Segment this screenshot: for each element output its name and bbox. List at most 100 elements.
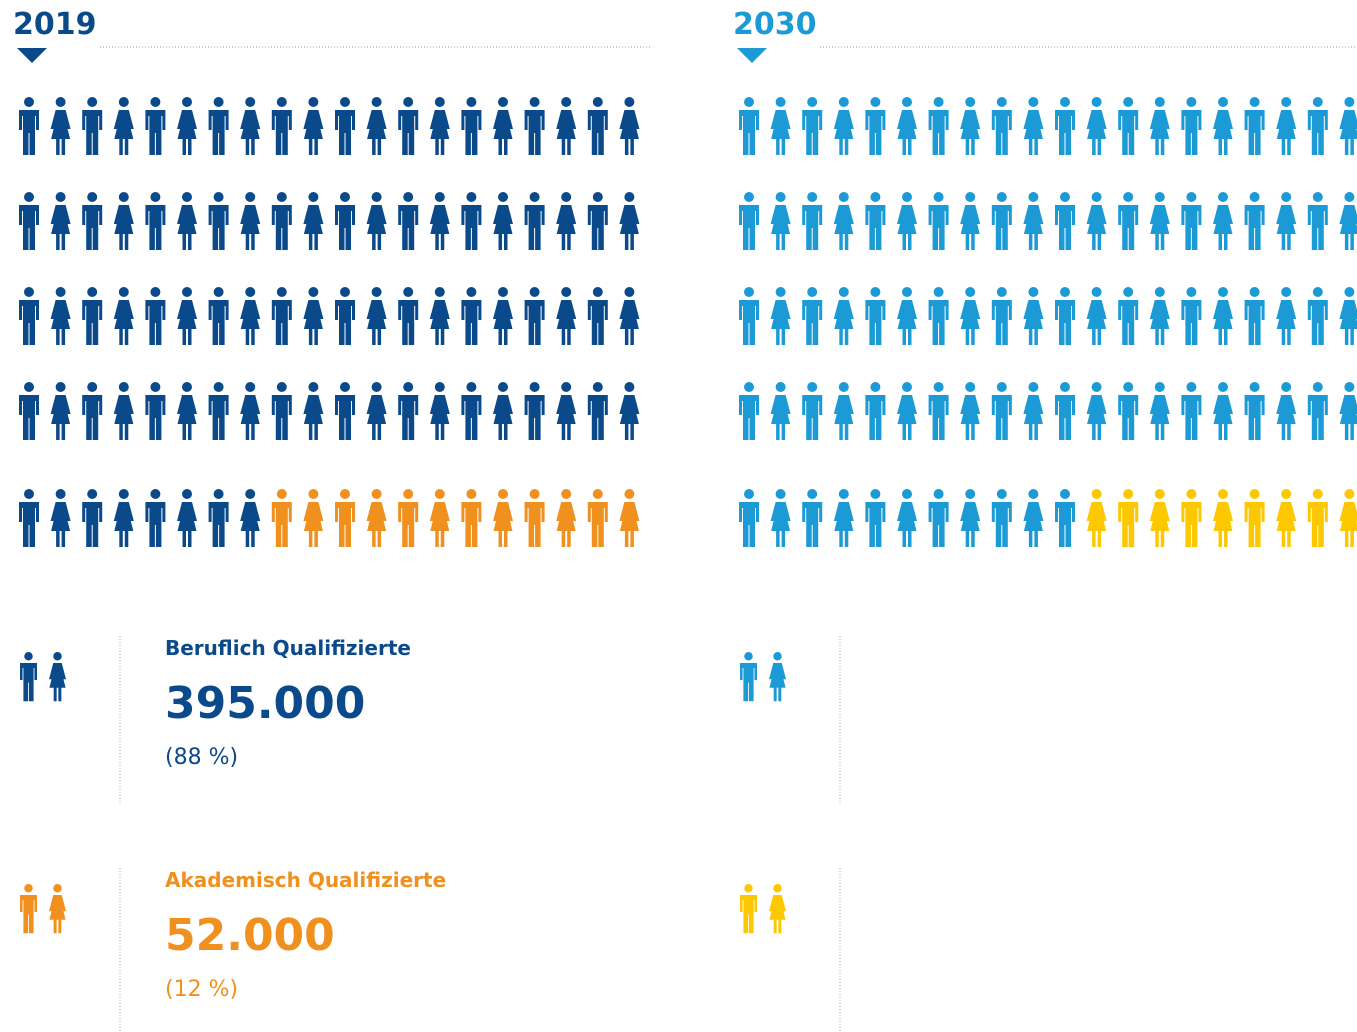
legend-value: 395.000 (165, 678, 365, 729)
person-icon (208, 192, 229, 250)
legend-icon (740, 652, 757, 702)
person-icon (1339, 382, 1357, 440)
person-icon (619, 192, 640, 250)
person-icon (833, 382, 854, 440)
person-icon (1213, 97, 1233, 155)
person-icon (271, 192, 292, 250)
person-icon (524, 192, 545, 250)
person-icon (113, 489, 134, 547)
person-icon (335, 192, 355, 250)
person-icon (556, 382, 577, 440)
person-icon (928, 489, 949, 547)
legend-share: (88 %) (165, 745, 238, 770)
person-icon (1118, 287, 1139, 345)
person-icon (177, 192, 197, 250)
person-icon (50, 97, 71, 155)
person-icon (1086, 382, 1107, 440)
person-icon (739, 192, 759, 250)
person-icon (1276, 192, 1297, 250)
person-icon (493, 97, 513, 155)
person-icon (429, 287, 450, 345)
person-icon (739, 287, 759, 345)
person-icon (587, 489, 608, 547)
person-icon (1118, 192, 1139, 250)
person-icon (145, 192, 166, 250)
person-icon (770, 97, 791, 155)
person-icon (897, 97, 917, 155)
person-icon (556, 489, 577, 547)
person-icon (82, 382, 103, 440)
person-icon (1213, 287, 1233, 345)
person-icon (366, 287, 387, 345)
legend-share: (12 %) (165, 977, 238, 1002)
person-icon (1055, 287, 1075, 345)
person-icon (802, 489, 823, 547)
person-icon (619, 287, 640, 345)
person-icon (802, 287, 823, 345)
person-icon (461, 97, 482, 155)
person-icon (1055, 97, 1075, 155)
person-icon (619, 97, 640, 155)
person-icon (19, 489, 39, 547)
person-icon (960, 489, 981, 547)
person-icon (271, 489, 292, 547)
person-icon (1339, 489, 1357, 547)
legend-label: Akademisch Qualifizierte (165, 868, 446, 892)
person-icon (113, 97, 134, 155)
panel-title: 2019 (13, 7, 97, 42)
person-icon (461, 287, 482, 345)
person-icon (524, 489, 545, 547)
person-icon (1023, 382, 1044, 440)
person-icon (960, 382, 981, 440)
person-icon (1244, 192, 1265, 250)
person-icon (208, 97, 229, 155)
person-icon (208, 382, 229, 440)
person-icon (1339, 287, 1357, 345)
person-icon (271, 97, 292, 155)
person-icon (1244, 97, 1265, 155)
person-icon (833, 192, 854, 250)
person-icon (960, 287, 981, 345)
person-icon (833, 287, 854, 345)
person-icon (897, 192, 917, 250)
person-icon (802, 382, 823, 440)
person-icon (113, 192, 134, 250)
person-icon (524, 287, 545, 345)
person-icon (928, 382, 949, 440)
person-icon (19, 97, 39, 155)
person-icon (960, 97, 981, 155)
person-icon (1244, 489, 1265, 547)
person-icon (1276, 489, 1297, 547)
person-icon (1244, 382, 1265, 440)
person-icon (739, 382, 759, 440)
person-icon (1149, 382, 1170, 440)
person-icon (1149, 192, 1170, 250)
person-icon (1213, 489, 1233, 547)
person-icon (991, 489, 1012, 547)
person-icon (429, 97, 450, 155)
person-icon (366, 192, 387, 250)
person-icon (113, 382, 134, 440)
person-icon (493, 382, 513, 440)
person-icon (1118, 97, 1139, 155)
person-icon (50, 287, 71, 345)
person-icon (556, 97, 577, 155)
person-icon (50, 489, 71, 547)
person-icon (1339, 192, 1357, 250)
person-icon (833, 97, 854, 155)
person-icon (1118, 489, 1139, 547)
person-icon (82, 287, 103, 345)
person-icon (398, 382, 419, 440)
person-icon (19, 287, 39, 345)
person-icon (991, 97, 1012, 155)
legend-icon (49, 652, 66, 702)
person-icon (1181, 287, 1202, 345)
legend-icon (20, 884, 37, 934)
marker-triangle (17, 48, 47, 63)
person-icon (1213, 382, 1233, 440)
person-icon (1181, 382, 1202, 440)
person-icon (1055, 382, 1075, 440)
person-icon (865, 97, 886, 155)
person-icon (493, 192, 513, 250)
person-icon (991, 192, 1012, 250)
